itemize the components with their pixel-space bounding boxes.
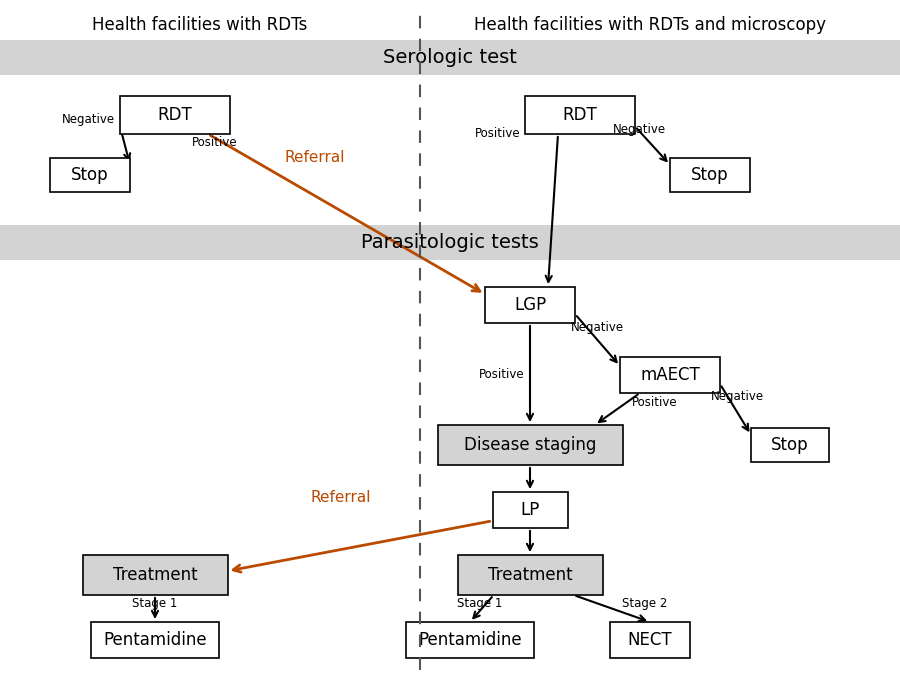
Text: Stage 2: Stage 2 xyxy=(622,597,668,610)
Bar xyxy=(91,622,219,658)
Text: Positive: Positive xyxy=(474,127,520,140)
Text: Health facilities with RDTs and microscopy: Health facilities with RDTs and microsco… xyxy=(474,16,826,34)
Bar xyxy=(120,96,230,134)
Bar xyxy=(610,622,690,658)
Bar xyxy=(751,428,829,462)
Text: Pentamidine: Pentamidine xyxy=(418,631,522,649)
Text: Positive: Positive xyxy=(479,367,524,381)
Text: Positive: Positive xyxy=(192,136,237,149)
Text: Negative: Negative xyxy=(711,390,764,404)
Text: Treatment: Treatment xyxy=(112,566,197,584)
Bar xyxy=(83,555,228,595)
Text: RDT: RDT xyxy=(158,106,193,124)
Bar xyxy=(0,40,900,75)
Text: Negative: Negative xyxy=(613,123,666,136)
Bar xyxy=(50,158,130,192)
Text: LGP: LGP xyxy=(514,296,546,314)
Text: LP: LP xyxy=(520,501,540,519)
Text: Stop: Stop xyxy=(691,166,729,184)
Bar xyxy=(485,287,575,323)
Bar xyxy=(670,158,750,192)
Text: Serologic test: Serologic test xyxy=(383,48,517,67)
Text: Stop: Stop xyxy=(71,166,109,184)
Text: Health facilities with RDTs: Health facilities with RDTs xyxy=(93,16,308,34)
Text: Negative: Negative xyxy=(62,113,115,126)
Text: Negative: Negative xyxy=(571,321,624,334)
Bar xyxy=(525,96,635,134)
Bar xyxy=(457,555,602,595)
Text: Stage 1: Stage 1 xyxy=(457,597,503,610)
Text: Disease staging: Disease staging xyxy=(464,436,596,454)
Text: Referral: Referral xyxy=(310,491,371,506)
Text: mAECT: mAECT xyxy=(640,366,700,384)
Text: Pentamidine: Pentamidine xyxy=(104,631,207,649)
Text: Referral: Referral xyxy=(285,149,346,165)
Bar xyxy=(492,492,568,528)
Text: Stage 1: Stage 1 xyxy=(132,597,177,610)
Text: Parasitologic tests: Parasitologic tests xyxy=(361,233,539,252)
Text: Stop: Stop xyxy=(771,436,809,454)
Bar xyxy=(437,425,623,465)
Text: NECT: NECT xyxy=(627,631,672,649)
Bar xyxy=(620,357,720,393)
Bar xyxy=(0,225,900,260)
Text: Positive: Positive xyxy=(632,396,678,409)
Text: RDT: RDT xyxy=(562,106,598,124)
Bar xyxy=(406,622,534,658)
Text: Treatment: Treatment xyxy=(488,566,572,584)
